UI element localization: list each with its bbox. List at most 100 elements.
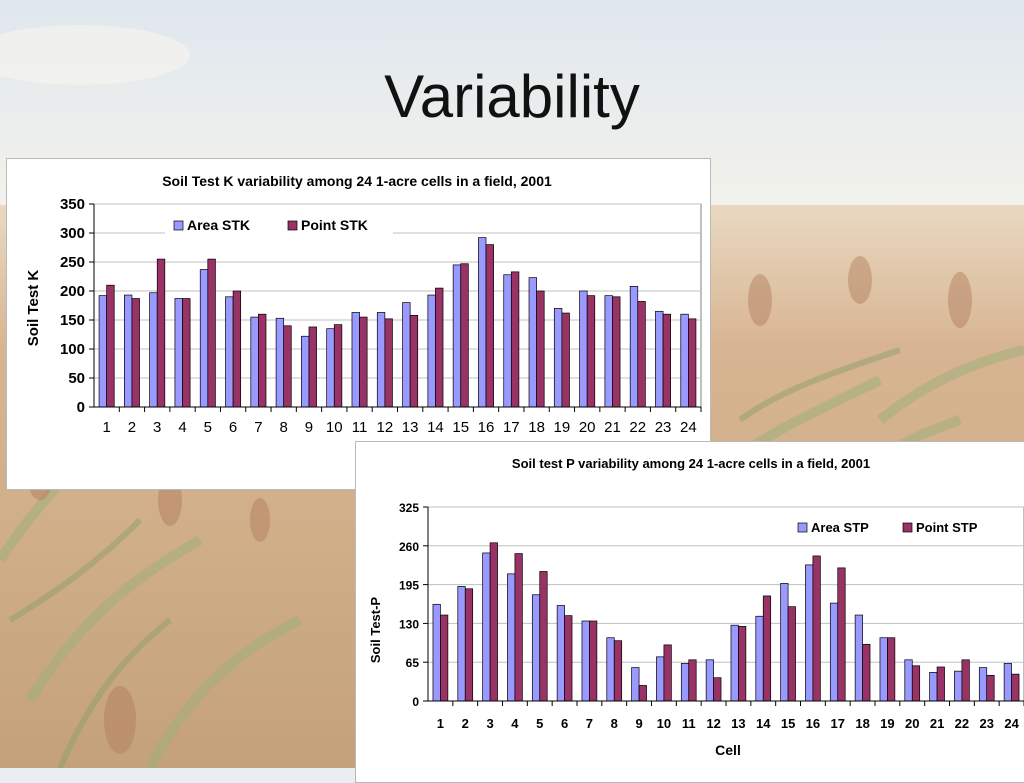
bar-area-stk-cell-16: [478, 238, 486, 407]
chart-title: Soil Test K variability among 24 1-acre …: [162, 173, 552, 189]
x-axis-label: Cell: [715, 742, 741, 758]
bar-point-stk-cell-21: [612, 297, 620, 407]
legend: Area STP Point STP: [798, 520, 978, 535]
x-tick-label: 14: [756, 716, 771, 731]
y-tick-label: 195: [399, 579, 419, 593]
x-tick-label: 14: [427, 419, 444, 436]
bar-area-stp-cell-1: [433, 604, 440, 701]
bar-area-stk-cell-15: [453, 265, 461, 407]
bar-area-stk-cell-5: [200, 270, 208, 407]
bar-area-stp-cell-22: [954, 671, 961, 701]
bar-point-stp-cell-4: [515, 554, 522, 701]
x-tick-label: 15: [452, 419, 469, 436]
x-tick-label: 9: [635, 716, 642, 731]
bar-area-stp-cell-20: [905, 660, 912, 701]
legend-swatch: [798, 523, 807, 532]
bar-area-stk-cell-2: [124, 295, 132, 407]
x-tick-label: 5: [536, 716, 543, 731]
x-tick-label: 8: [611, 716, 618, 731]
bar-point-stk-cell-18: [537, 291, 545, 407]
bar-area-stk-cell-10: [327, 329, 335, 407]
bar-point-stp-cell-19: [887, 638, 894, 701]
x-tick-label: 6: [561, 716, 568, 731]
bar-area-stk-cell-17: [504, 275, 512, 407]
chart-title: Soil test P variability among 24 1-acre …: [512, 456, 870, 471]
bar-area-stp-cell-8: [607, 638, 614, 701]
bar-area-stp-cell-21: [930, 672, 937, 701]
bar-point-stk-cell-22: [638, 301, 646, 407]
bar-area-stp-cell-5: [532, 595, 539, 701]
bar-area-stp-cell-19: [880, 638, 887, 701]
bar-area-stk-cell-20: [580, 291, 588, 407]
x-tick-label: 13: [731, 716, 745, 731]
y-tick-label: 350: [60, 196, 85, 213]
bar-point-stp-cell-1: [440, 615, 447, 701]
x-tick-label: 11: [352, 419, 368, 436]
bar-point-stk-cell-2: [132, 299, 140, 407]
x-tick-label: 16: [478, 419, 495, 436]
bar-area-stk-cell-24: [681, 314, 689, 407]
x-tick-label: 18: [528, 419, 545, 436]
x-tick-label: 23: [655, 419, 672, 436]
legend-label: Area STK: [187, 217, 250, 233]
bar-point-stp-cell-8: [614, 641, 621, 701]
bar-point-stp-cell-5: [540, 571, 547, 701]
x-tick-label: 6: [229, 419, 237, 436]
bar-point-stp-cell-24: [1012, 674, 1019, 701]
x-tick-label: 9: [305, 419, 313, 436]
bar-point-stk-cell-3: [157, 259, 165, 407]
bar-point-stk-cell-12: [385, 319, 393, 407]
bar-point-stp-cell-17: [838, 568, 845, 701]
bar-area-stp-cell-17: [830, 603, 837, 701]
bar-point-stp-cell-22: [962, 660, 969, 701]
x-tick-label: 2: [128, 419, 136, 436]
x-tick-label: 23: [980, 716, 994, 731]
x-tick-label: 16: [806, 716, 820, 731]
bar-point-stp-cell-9: [639, 685, 646, 701]
y-axis-label: Soil Test-P: [368, 597, 383, 664]
bar-area-stk-cell-6: [226, 297, 234, 407]
bar-point-stk-cell-16: [486, 245, 494, 407]
bar-point-stk-cell-20: [587, 296, 595, 407]
bar-point-stk-cell-4: [183, 299, 191, 407]
bar-area-stp-cell-23: [979, 668, 986, 701]
bar-area-stp-cell-11: [681, 663, 688, 701]
soil-p-chart: Soil test P variability among 24 1-acre …: [355, 441, 1024, 783]
bar-point-stp-cell-13: [738, 626, 745, 701]
x-tick-label: 17: [503, 419, 520, 436]
x-tick-label: 22: [629, 419, 646, 436]
bar-point-stp-cell-15: [788, 607, 795, 701]
bar-area-stp-cell-9: [632, 668, 639, 701]
bar-area-stp-cell-14: [756, 616, 763, 701]
bars: [99, 238, 696, 407]
x-tick-label: 1: [437, 716, 444, 731]
x-tick-label: 17: [831, 716, 845, 731]
y-tick-label: 250: [60, 254, 85, 271]
x-tick-label: 1: [102, 419, 110, 436]
bar-area-stk-cell-1: [99, 296, 107, 407]
bar-point-stp-cell-18: [863, 644, 870, 701]
bar-point-stp-cell-6: [565, 616, 572, 701]
bar-area-stp-cell-6: [557, 605, 564, 701]
bar-area-stk-cell-21: [605, 296, 613, 407]
bar-area-stp-cell-18: [855, 615, 862, 701]
soil-k-chart-svg: Soil Test K variability among 24 1-acre …: [7, 159, 710, 489]
x-tick-label: 4: [511, 716, 519, 731]
bar-point-stk-cell-1: [107, 285, 115, 407]
bar-area-stk-cell-14: [428, 295, 436, 407]
bar-area-stp-cell-7: [582, 621, 589, 701]
bar-area-stp-cell-15: [781, 583, 788, 701]
bar-area-stp-cell-16: [805, 565, 812, 701]
bar-point-stk-cell-11: [360, 317, 368, 407]
x-tick-label: 18: [855, 716, 869, 731]
bar-point-stk-cell-6: [233, 291, 241, 407]
bar-point-stk-cell-17: [511, 272, 519, 407]
bar-point-stp-cell-10: [664, 645, 671, 701]
x-tick-label: 5: [204, 419, 212, 436]
x-tick-label: 21: [930, 716, 944, 731]
y-tick-label: 325: [399, 501, 419, 515]
legend-swatch: [903, 523, 912, 532]
x-tick-label: 20: [579, 419, 596, 436]
bar-area-stp-cell-3: [483, 553, 490, 701]
bar-point-stk-cell-24: [688, 319, 696, 407]
